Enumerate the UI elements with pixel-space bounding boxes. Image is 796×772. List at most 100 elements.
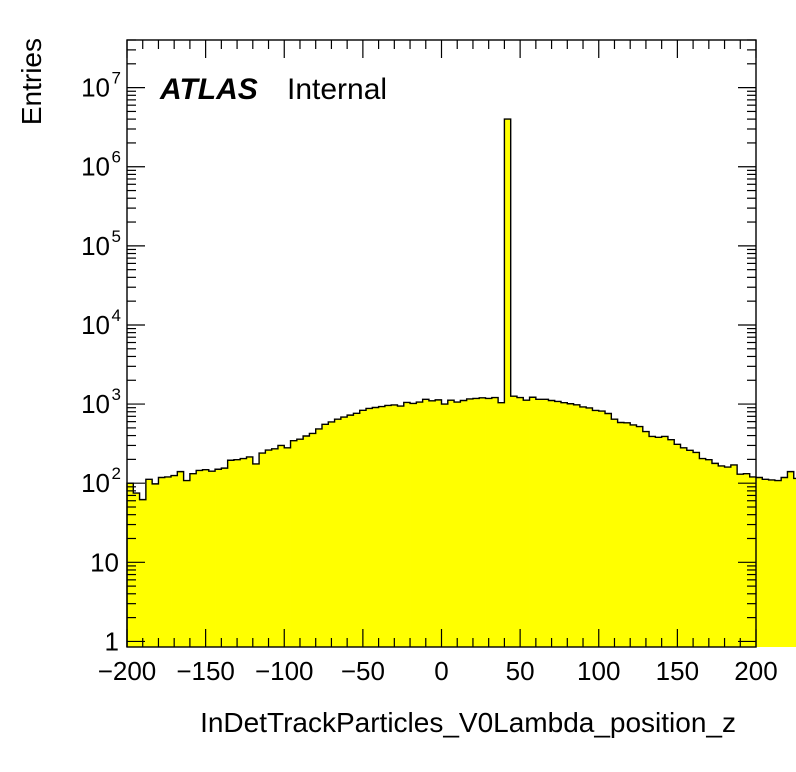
histogram-bin (296, 439, 304, 647)
x-tick-label: 150 (656, 656, 699, 686)
histogram-bin (353, 413, 361, 647)
histogram-bin (466, 398, 474, 647)
histogram-bin (240, 458, 247, 647)
histogram-bin (542, 399, 549, 647)
histogram-bin (246, 456, 254, 647)
histogram-bin (535, 399, 543, 647)
histogram-bin (133, 493, 140, 647)
y-tick-label: 10 (81, 73, 110, 103)
histogram-bin (221, 468, 229, 647)
x-tick-label: 0 (434, 656, 448, 686)
histogram-bin (781, 477, 788, 647)
histogram-bin (686, 450, 694, 647)
histogram-bin (554, 401, 562, 647)
histogram-bin (347, 415, 354, 647)
histogram-bin (611, 419, 619, 647)
histogram-bin (177, 471, 185, 647)
histogram-bin (479, 397, 486, 647)
x-tick-label: −100 (255, 656, 314, 686)
y-tick-label: 10 (81, 389, 110, 419)
histogram-bin (768, 479, 776, 647)
histogram-bin (265, 450, 273, 647)
histogram-bin (504, 119, 512, 648)
histogram-bin (334, 419, 342, 647)
histogram-bin (548, 400, 556, 647)
histogram-bin (391, 404, 398, 647)
histogram-bin (567, 403, 574, 647)
histogram-bin (498, 402, 505, 647)
histogram-bin (674, 444, 681, 647)
y-tick-label: 10 (81, 231, 110, 261)
x-tick-labels: −200 −150 −100 −50 0 50 100 150 200 (98, 656, 778, 686)
x-tick-label: −150 (176, 656, 235, 686)
histogram-bin (378, 406, 386, 647)
histogram-bin (372, 407, 379, 647)
histogram-bin (359, 410, 367, 647)
x-tick-label: 200 (734, 656, 777, 686)
histogram-bin (196, 470, 203, 647)
histogram-bin (523, 400, 530, 647)
histogram-bin (384, 405, 392, 647)
histogram-bin (340, 417, 348, 647)
y-tick-exponent: 7 (112, 69, 121, 88)
histogram-bin (630, 424, 637, 647)
histogram-bin (202, 469, 210, 647)
x-tick-label: 100 (577, 656, 620, 686)
histogram-bin (403, 402, 411, 647)
x-tick-label: −200 (98, 656, 157, 686)
histogram-bin (472, 398, 480, 647)
histogram-bin (152, 483, 159, 647)
histogram-bin (787, 471, 795, 647)
y-tick-exponent: 5 (112, 227, 121, 246)
histogram-bin (208, 471, 216, 647)
atlas-label: ATLAS (159, 73, 258, 106)
histogram-bin (605, 413, 612, 647)
histogram-bin (592, 410, 600, 647)
histogram-bin (303, 435, 310, 647)
histogram-bin (233, 459, 241, 647)
histogram-bin (309, 433, 317, 647)
histogram-bin (164, 476, 172, 647)
y-tick-label: 1 (105, 626, 119, 656)
histogram-bin (636, 426, 644, 647)
histogram-bin (171, 475, 178, 647)
histogram-bin (290, 440, 298, 647)
histogram-bin (573, 404, 581, 647)
plot-frame (126, 39, 757, 648)
histogram-bin (649, 436, 656, 647)
axis-ticks (126, 39, 757, 647)
histogram-bin (227, 460, 235, 647)
y-tick-exponent: 4 (112, 306, 121, 325)
histogram-bin (642, 431, 650, 647)
y-axis-title: Entries (16, 38, 47, 125)
histogram-bin (271, 448, 279, 647)
histogram-bin (428, 400, 436, 647)
histogram-bin (730, 464, 738, 647)
histogram-bin (598, 411, 606, 647)
histogram-bin (145, 479, 153, 647)
histogram-outline (126, 118, 796, 647)
x-axis-title: InDetTrackParticles_V0Lambda_position_z (200, 707, 736, 738)
histogram-bin (667, 439, 675, 647)
histogram-bin (284, 447, 291, 647)
histogram-bin (139, 499, 147, 647)
histogram-bin (460, 400, 468, 647)
histogram-bin (435, 399, 442, 647)
histogram-bin (699, 458, 707, 647)
histogram-bin (724, 467, 732, 647)
histogram-bin (158, 477, 166, 647)
y-tick-label: 10 (81, 310, 110, 340)
histogram-bin (510, 396, 518, 647)
histogram-bin (756, 477, 763, 647)
histogram-bin (366, 408, 373, 647)
x-tick-label: −50 (341, 656, 385, 686)
x-tick-label: 50 (506, 656, 535, 686)
y-tick-exponent: 6 (112, 148, 121, 167)
histogram-bin (743, 473, 751, 647)
histogram-bin (561, 402, 568, 647)
histogram-bin (623, 422, 631, 647)
histogram-bin (441, 404, 449, 647)
y-tick-exponent: 2 (112, 464, 121, 483)
